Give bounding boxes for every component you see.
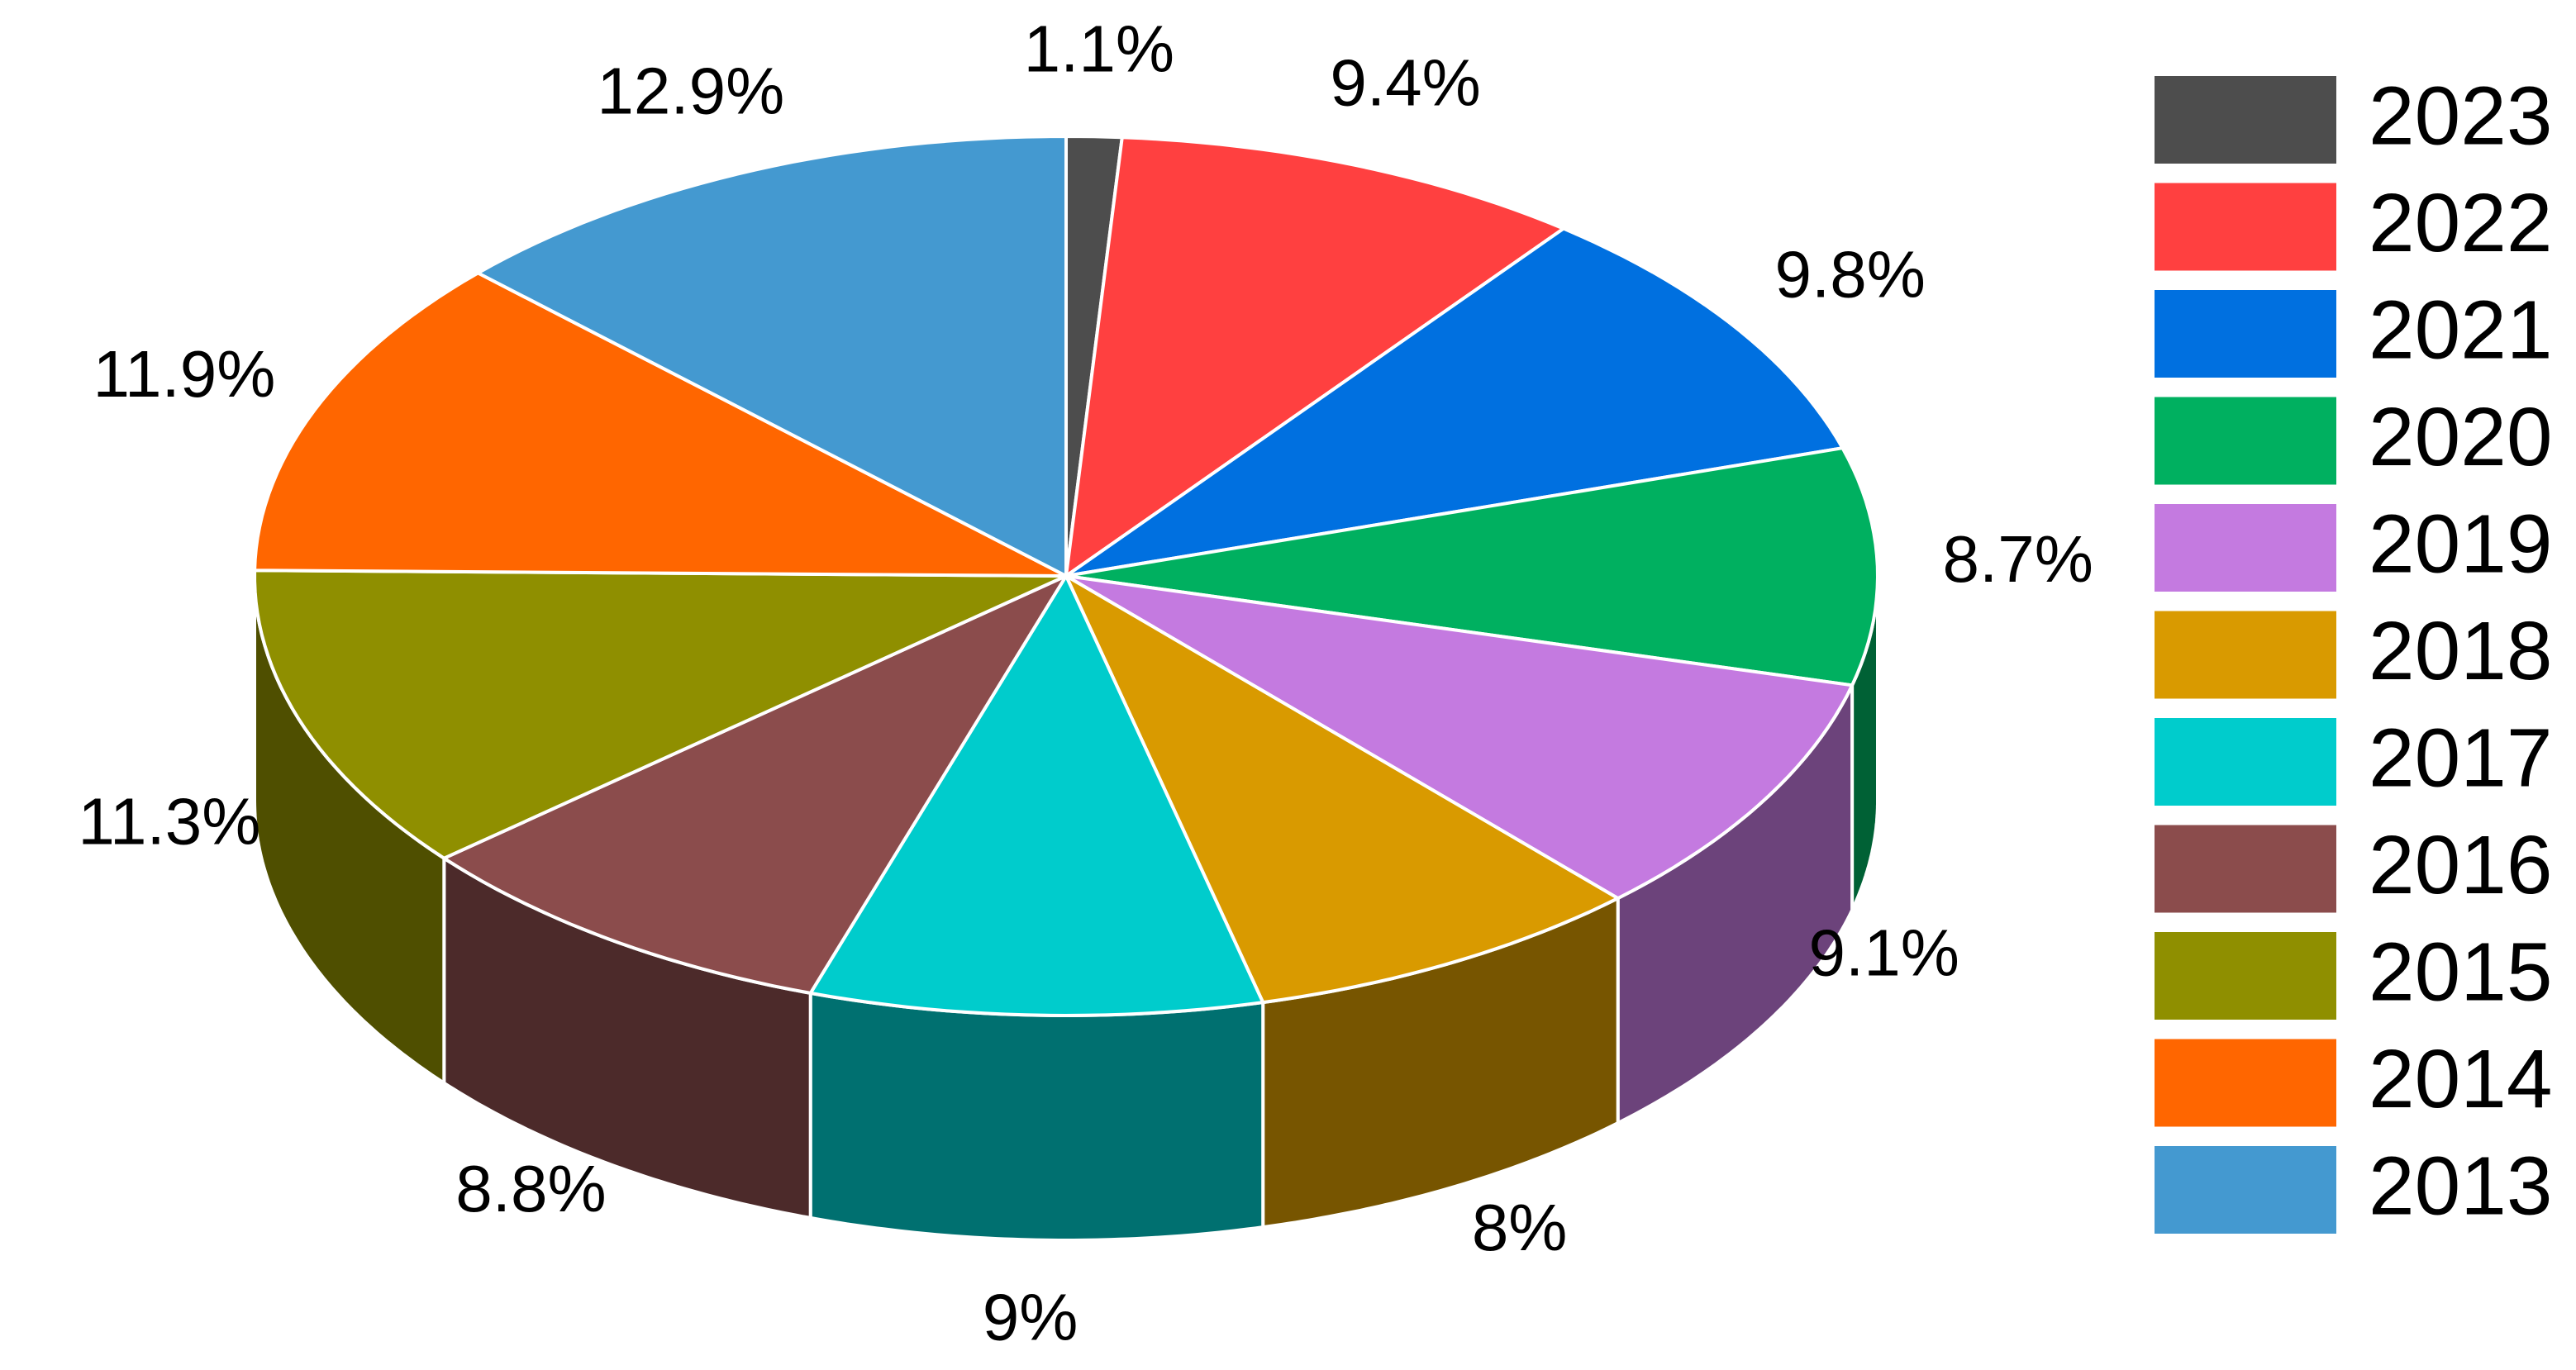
pie-slice: [1064, 574, 1855, 901]
pie-slice: [1064, 574, 1620, 1005]
legend-swatch: [2155, 825, 2336, 913]
slice-side: [808, 991, 1265, 1242]
legend-label: 2018: [2369, 605, 2552, 697]
value-label: 1.1%: [1024, 12, 1174, 86]
legend-label: 2022: [2369, 177, 2552, 269]
value-label: 9%: [983, 1280, 1078, 1353]
pie-slice: [442, 574, 1068, 995]
legend: 2023 2022 2021 2020 2019 2018 2017 2016 2015 2014…: [2155, 69, 2552, 1234]
legend-label: 2015: [2369, 925, 2552, 1018]
value-label: 8.8%: [455, 1152, 606, 1225]
value-label: 12.9%: [597, 54, 784, 127]
pie-slice: [1064, 226, 1845, 578]
legend-swatch: [2155, 183, 2336, 271]
value-label: 11.3%: [78, 785, 260, 859]
value-label: 9.4%: [1330, 46, 1480, 120]
pie-slice: [253, 271, 1068, 578]
legend-label: 2019: [2369, 497, 2552, 590]
value-label: 9.1%: [1809, 916, 1959, 990]
legend-label: 2023: [2369, 69, 2552, 162]
legend-swatch: [2155, 397, 2336, 485]
value-label: 8.7%: [1943, 522, 2093, 596]
legend-swatch: [2155, 290, 2336, 378]
legend-label: 2020: [2369, 391, 2552, 483]
pie-slice: [253, 568, 1068, 860]
pie-slice: [476, 135, 1068, 578]
legend-swatch: [2155, 611, 2336, 699]
legend-swatch: [2155, 76, 2336, 164]
legend-label: 2014: [2369, 1033, 2552, 1125]
pie-slice: [1064, 136, 1565, 578]
legend-label: 2017: [2369, 711, 2552, 804]
legend-label: 2013: [2369, 1139, 2552, 1232]
value-label: 8%: [1472, 1191, 1568, 1264]
value-labels: 1.1% 9.4% 9.8% 8.7% 9.1% 8% 9% 8.8% 11.3% 11.9% 12…: [78, 12, 2093, 1354]
legend-swatch: [2155, 504, 2336, 592]
value-label: 9.8%: [1775, 238, 1926, 312]
legend-label: 2021: [2369, 283, 2552, 376]
value-label: 11.9%: [93, 337, 275, 411]
pie-tops: [253, 135, 1879, 1017]
pie-slice: [1064, 446, 1879, 687]
legend-label: 2016: [2369, 819, 2552, 911]
legend-swatch: [2155, 932, 2336, 1020]
legend-swatch: [2155, 1146, 2336, 1234]
legend-swatch: [2155, 1039, 2336, 1127]
legend-swatch: [2155, 718, 2336, 806]
pie-slice: [808, 574, 1265, 1017]
